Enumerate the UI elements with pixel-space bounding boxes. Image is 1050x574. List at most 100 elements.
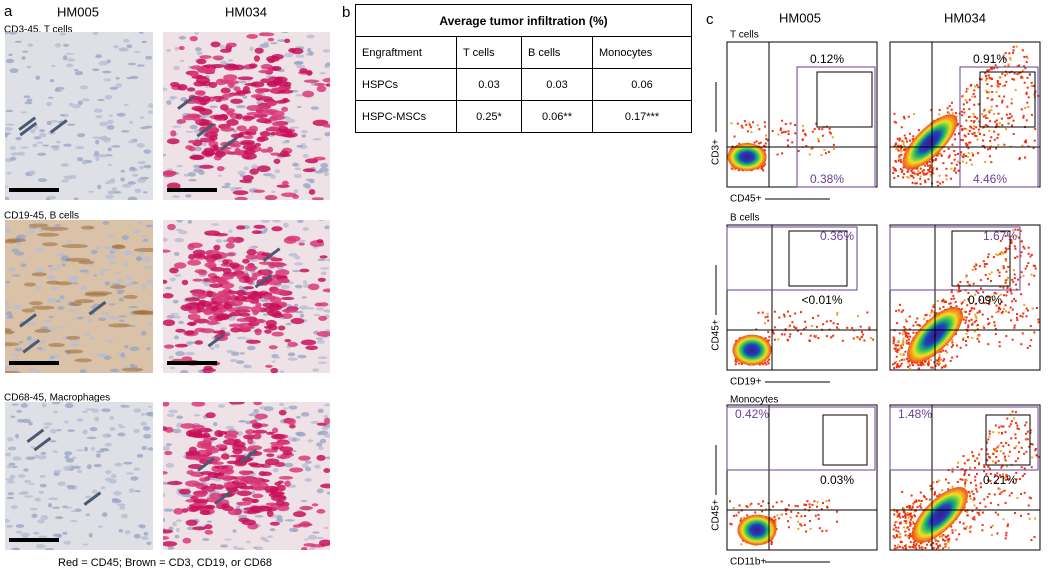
event xyxy=(902,547,905,550)
nucleus xyxy=(230,351,240,356)
event xyxy=(1016,427,1019,430)
event xyxy=(971,322,974,325)
nucleus xyxy=(15,136,22,141)
nucleus xyxy=(84,446,89,452)
event xyxy=(930,309,933,312)
nucleus xyxy=(77,100,83,106)
nucleus xyxy=(98,60,109,66)
brown-stain xyxy=(5,330,15,335)
event xyxy=(995,456,998,459)
nucleus xyxy=(106,339,114,343)
nucleus xyxy=(76,418,84,422)
event xyxy=(976,117,979,120)
event xyxy=(1019,229,1022,232)
nucleus xyxy=(122,183,132,188)
nucleus xyxy=(163,492,166,498)
event xyxy=(852,337,855,340)
event xyxy=(743,516,746,519)
event xyxy=(938,545,941,548)
event xyxy=(915,499,918,502)
event xyxy=(919,171,922,174)
event xyxy=(905,339,908,342)
event xyxy=(973,504,976,507)
event xyxy=(989,502,992,505)
event xyxy=(946,538,949,541)
event xyxy=(980,78,983,81)
nucleus xyxy=(68,309,77,312)
event xyxy=(934,364,937,367)
cd45-stain xyxy=(254,485,268,491)
event xyxy=(988,69,991,72)
nucleus xyxy=(296,310,304,314)
event xyxy=(912,522,915,525)
event xyxy=(859,325,862,328)
event xyxy=(1010,437,1013,440)
event xyxy=(766,360,769,363)
event xyxy=(896,348,899,351)
gate-percent: 0.42% xyxy=(735,407,769,421)
event xyxy=(938,479,941,482)
nucleus xyxy=(195,47,202,52)
nucleus xyxy=(137,251,145,255)
event xyxy=(997,125,1000,128)
cd45-stain xyxy=(189,35,198,42)
event xyxy=(1032,84,1035,87)
event xyxy=(941,181,944,184)
event xyxy=(961,160,964,163)
cd45-stain xyxy=(261,269,270,274)
event xyxy=(946,107,949,110)
event xyxy=(965,90,968,93)
event xyxy=(938,174,941,177)
event xyxy=(786,508,789,511)
event xyxy=(909,335,912,338)
nucleus xyxy=(140,536,149,540)
event xyxy=(934,159,937,162)
nucleus xyxy=(133,428,140,433)
event xyxy=(1025,307,1028,310)
event xyxy=(931,366,934,369)
nucleus xyxy=(7,492,14,496)
event xyxy=(901,333,904,336)
event xyxy=(970,323,973,326)
cd45-stain xyxy=(275,500,285,507)
event xyxy=(1002,473,1005,476)
nucleus xyxy=(326,491,330,495)
event xyxy=(907,338,910,341)
event xyxy=(813,500,816,503)
event xyxy=(939,544,942,547)
event xyxy=(906,332,909,335)
nucleus xyxy=(324,403,330,407)
event xyxy=(1028,517,1031,520)
nucleus xyxy=(310,420,320,424)
event xyxy=(965,479,968,482)
gate-inner xyxy=(822,414,868,466)
nucleus xyxy=(119,505,126,510)
event xyxy=(996,136,999,139)
cd45-stain xyxy=(305,345,318,351)
event xyxy=(966,88,969,91)
event xyxy=(896,350,899,353)
cd45-stain xyxy=(263,294,273,300)
event xyxy=(774,523,777,526)
nucleus xyxy=(97,317,107,321)
nucleus xyxy=(93,108,103,113)
cd45-stain xyxy=(193,493,207,498)
nucleus xyxy=(85,495,92,499)
nucleus xyxy=(10,505,18,510)
event xyxy=(966,500,969,503)
event xyxy=(993,130,996,133)
event xyxy=(965,332,968,335)
nucleus xyxy=(76,449,84,452)
event xyxy=(756,124,759,127)
nucleus xyxy=(250,490,256,495)
event xyxy=(836,510,839,513)
cd45-stain xyxy=(302,90,315,98)
event xyxy=(913,510,916,513)
event xyxy=(1019,314,1022,317)
event xyxy=(802,124,805,127)
nucleus xyxy=(143,433,152,439)
event xyxy=(937,544,940,547)
brown-stain xyxy=(74,358,93,363)
event xyxy=(892,528,895,531)
nucleus xyxy=(121,235,130,240)
